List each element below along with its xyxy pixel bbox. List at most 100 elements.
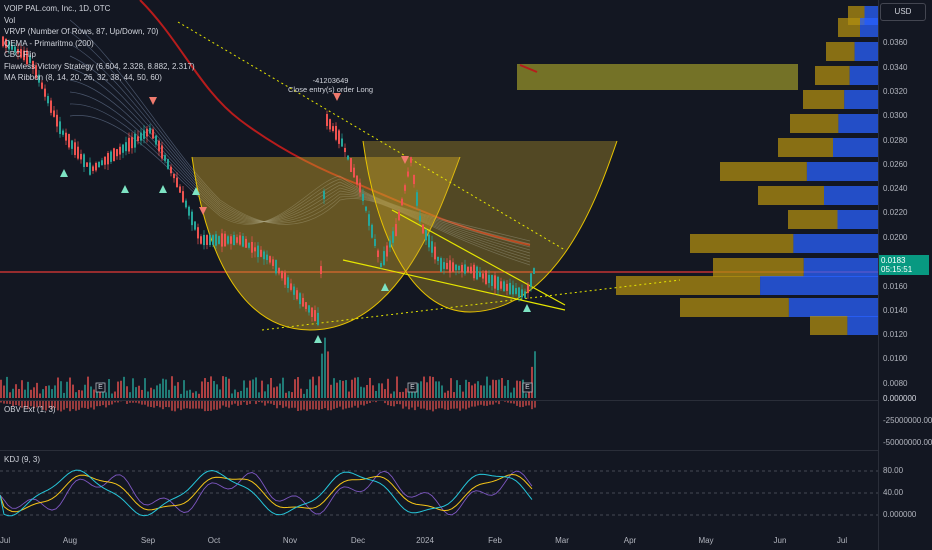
obv-bar: [345, 400, 347, 409]
sell-signal-icon: [149, 97, 157, 105]
candle-body: [143, 130, 145, 139]
candle-body: [134, 133, 136, 148]
volume-bar: [270, 377, 272, 398]
volume-profile-bar: [837, 210, 878, 229]
price-chart-pane[interactable]: [0, 0, 878, 517]
kdj-pane-label[interactable]: KDJ (9, 3): [4, 455, 41, 464]
chart-canvas[interactable]: [0, 0, 878, 550]
volume-bar: [294, 379, 296, 398]
obv-bar: [342, 400, 344, 410]
price-axis[interactable]: 0.0360 0.0340 0.0320 0.0300 0.0280 0.0260 0.02…: [878, 0, 932, 550]
obv-bar: [270, 400, 272, 404]
obv-bar: [186, 400, 188, 409]
volume-bar: [351, 379, 353, 398]
candle-body: [89, 162, 91, 175]
obv-bar: [468, 400, 470, 408]
candle-body: [245, 238, 247, 248]
earnings-marker-3[interactable]: E: [525, 384, 530, 391]
volume-profile-bar: [793, 234, 878, 253]
candle-body: [74, 142, 76, 156]
price-tick: 0.0340: [883, 63, 908, 72]
current-price-value: 0.0183: [881, 256, 906, 265]
volume-profile-bar: [838, 18, 860, 37]
candle-body: [38, 74, 40, 83]
volume-bar: [210, 376, 212, 398]
pane-separator-obv[interactable]: [0, 400, 878, 401]
time-tick: 2024: [416, 536, 434, 545]
volume-bar: [18, 388, 20, 398]
legend-symbol[interactable]: VOIP PAL.com, Inc., 1D, OTC: [4, 4, 111, 13]
candle-body: [215, 234, 217, 246]
obv-bar: [201, 400, 203, 409]
obv-bar: [27, 400, 29, 409]
time-tick: Feb: [488, 536, 502, 545]
obv-bar: [33, 400, 35, 409]
volume-bar: [105, 392, 107, 398]
candle-body: [500, 281, 502, 289]
legend-qema[interactable]: QEMA - Primaritmo (200): [4, 38, 94, 48]
time-tick: Dec: [350, 536, 366, 545]
volume-bar: [456, 380, 458, 398]
volume-bar: [246, 387, 248, 398]
volume-bar: [447, 390, 449, 398]
candle-body: [113, 148, 115, 162]
currency-button[interactable]: USD: [880, 3, 926, 21]
obv-bar: [180, 400, 182, 411]
candle-body: [227, 236, 229, 244]
legend-vrvp[interactable]: VRVP (Number Of Rows, 87, Up/Down, 70): [4, 27, 159, 36]
legend-vol[interactable]: Vol: [4, 15, 16, 25]
candle-body: [257, 245, 259, 258]
volume-bar: [87, 376, 89, 398]
volume-bar: [132, 378, 134, 398]
candle-body: [389, 240, 391, 248]
candle-body: [320, 266, 322, 274]
candle-body: [17, 49, 19, 54]
candle-body: [521, 289, 523, 298]
obv-bar: [30, 400, 32, 407]
obv-bar: [300, 400, 302, 411]
candle-body: [530, 273, 532, 287]
obv-bar: [369, 400, 371, 403]
obv-pane-label[interactable]: OBV Ext (1, 3): [4, 405, 56, 414]
earnings-marker-1[interactable]: E: [98, 384, 103, 391]
cup-outline-right: [362, 140, 618, 313]
volume-bar: [180, 393, 182, 398]
candle-body: [26, 50, 28, 65]
obv-bar: [531, 400, 533, 410]
candle-body: [383, 251, 385, 265]
candle-body: [419, 215, 421, 222]
candle-body: [491, 275, 493, 286]
obv-bar: [111, 400, 113, 405]
volume-bar: [483, 385, 485, 398]
obv-bar: [408, 400, 410, 410]
cup-pattern-right: [363, 141, 617, 312]
legend-flawless[interactable]: Flawless Victory Strategy (6.604, 2.328,…: [4, 61, 195, 71]
obv-bar: [114, 400, 116, 403]
volume-bar: [315, 385, 317, 398]
volume-bar: [51, 389, 53, 398]
volume-bar: [165, 379, 167, 398]
candle-body: [80, 153, 82, 160]
candle-body: [314, 310, 316, 322]
volume-bar: [348, 391, 350, 398]
volume-bar: [192, 392, 194, 398]
legend-cbc[interactable]: CBC Flip: [4, 50, 37, 59]
earnings-marker-2[interactable]: E: [410, 384, 415, 391]
candle-body: [167, 159, 169, 169]
price-tick: 0.0140: [883, 306, 908, 315]
obv-bar: [213, 400, 215, 410]
price-tick: 0.0320: [883, 87, 908, 96]
obv-bar: [519, 400, 521, 408]
obv-bar: [153, 400, 155, 408]
volume-bar: [369, 377, 371, 398]
candle-body: [146, 128, 148, 137]
candle-body: [152, 129, 154, 139]
volume-bar: [6, 376, 8, 398]
buy-signal-icon: [314, 335, 322, 343]
pane-separator-kdj[interactable]: [0, 450, 878, 451]
legend-ma-ribbon[interactable]: MA Ribbon (8, 14, 20, 26, 32, 38, 44, 50…: [4, 73, 162, 82]
obv-bar: [528, 400, 530, 406]
obv-bar: [393, 400, 395, 407]
obv-bar: [522, 400, 524, 407]
volume-bar: [312, 376, 314, 398]
